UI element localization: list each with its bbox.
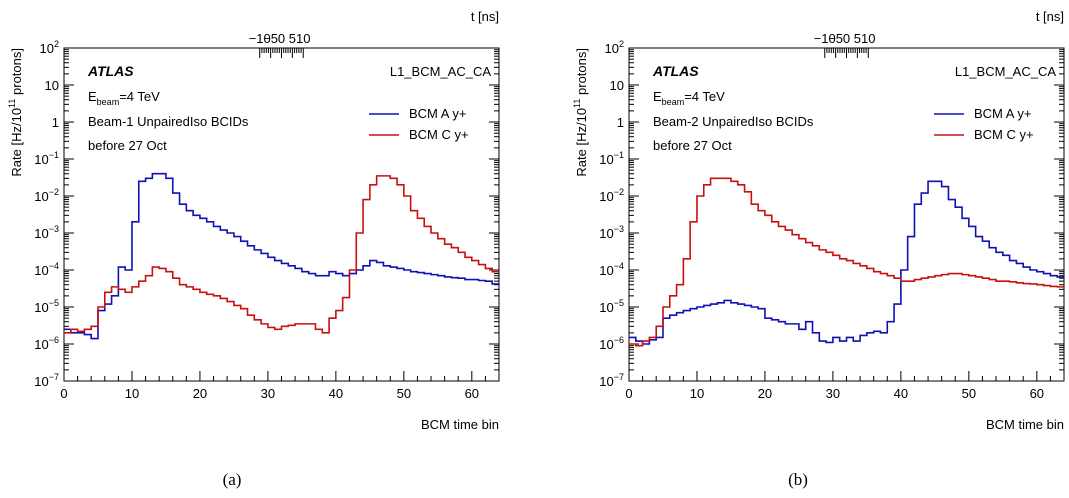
selection-label: Beam-1 UnpairedIso BCIDs — [88, 114, 249, 129]
panel-label-a: (a) — [222, 470, 242, 489]
period-label: before 27 Oct — [653, 138, 732, 153]
x-axis-label: BCM time bin — [986, 417, 1064, 432]
y-tick-label: 10−2 — [599, 187, 624, 204]
x-tick-label: 40 — [894, 386, 908, 401]
experiment-label: ATLAS — [87, 63, 134, 79]
top-tick-label: −5 — [828, 31, 843, 46]
x-tick-label: 50 — [397, 386, 411, 401]
legend-label: BCM A y+ — [974, 106, 1031, 121]
y-tick-label: 102 — [605, 39, 624, 56]
top-tick-label: 10 — [861, 31, 875, 46]
x-tick-label: 50 — [962, 386, 976, 401]
y-tick-label: 10−6 — [34, 335, 59, 352]
x-tick-label: 10 — [125, 386, 139, 401]
energy-label: Ebeam=4 TeV — [88, 89, 160, 107]
x-tick-label: 0 — [60, 386, 67, 401]
selection-label: Beam-2 UnpairedIso BCIDs — [653, 114, 814, 129]
y-tick-label: 10−5 — [599, 298, 624, 315]
y-tick-label: 10−3 — [599, 224, 624, 241]
x-tick-label: 10 — [690, 386, 704, 401]
y-axis-label: Rate [Hz/1011 protons] — [572, 48, 589, 177]
y-tick-label: 1 — [617, 115, 624, 130]
experiment-label: ATLAS — [652, 63, 699, 79]
trigger-label: L1_BCM_AC_CA — [955, 64, 1056, 79]
period-label: before 27 Oct — [88, 138, 167, 153]
top-tick-label: −10 — [814, 31, 836, 46]
x-tick-label: 30 — [826, 386, 840, 401]
y-tick-label: 10−7 — [599, 372, 624, 389]
top-tick-label: −5 — [263, 31, 278, 46]
chart-panel-b: 0 10 20 30 40 50 60−10−5 0 5 1010−710−610−510−410… — [572, 9, 1065, 432]
x-tick-label: 30 — [261, 386, 275, 401]
y-tick-label: 10−1 — [599, 150, 624, 167]
chart-panel-a: 0 10 20 30 40 50 60−10−5 0 5 1010−710−610−510−410… — [7, 9, 500, 432]
trigger-label: L1_BCM_AC_CA — [390, 64, 491, 79]
x-tick-label: 60 — [1030, 386, 1044, 401]
top-axis-label: t [ns] — [471, 9, 499, 24]
top-tick-label: 0 — [843, 31, 850, 46]
top-tick-label: 0 — [278, 31, 285, 46]
legend-label: BCM C y+ — [409, 127, 469, 142]
panel-label-b: (b) — [788, 470, 808, 489]
y-tick-label: 10−7 — [34, 372, 59, 389]
energy-label: Ebeam=4 TeV — [653, 89, 725, 107]
top-tick-label: 10 — [296, 31, 310, 46]
y-tick-label: 10 — [610, 78, 624, 93]
x-tick-label: 60 — [465, 386, 479, 401]
x-tick-label: 20 — [758, 386, 772, 401]
top-axis-label: t [ns] — [1036, 9, 1064, 24]
y-tick-label: 10−3 — [34, 224, 59, 241]
x-tick-label: 0 — [625, 386, 632, 401]
top-tick-label: 5 — [289, 31, 296, 46]
legend-label: BCM C y+ — [974, 127, 1034, 142]
y-tick-label: 10−4 — [34, 261, 59, 278]
x-axis-label: BCM time bin — [421, 417, 499, 432]
top-tick-label: −10 — [249, 31, 271, 46]
x-tick-label: 40 — [329, 386, 343, 401]
y-tick-label: 10−4 — [599, 261, 624, 278]
y-tick-label: 10−1 — [34, 150, 59, 167]
y-tick-label: 10−2 — [34, 187, 59, 204]
series-line-bcm-a — [629, 180, 1064, 345]
y-tick-label: 10 — [45, 78, 59, 93]
y-axis-label: Rate [Hz/1011 protons] — [7, 48, 24, 177]
x-tick-label: 20 — [193, 386, 207, 401]
y-tick-label: 10−6 — [599, 335, 624, 352]
series-line-bcm-a — [64, 172, 499, 340]
y-tick-label: 102 — [40, 39, 59, 56]
y-tick-label: 1 — [52, 115, 59, 130]
series-line-bcm-c — [64, 175, 499, 334]
series-line-bcm-c — [629, 177, 1064, 347]
legend-label: BCM A y+ — [409, 106, 466, 121]
y-tick-label: 10−5 — [34, 298, 59, 315]
top-tick-label: 5 — [854, 31, 861, 46]
